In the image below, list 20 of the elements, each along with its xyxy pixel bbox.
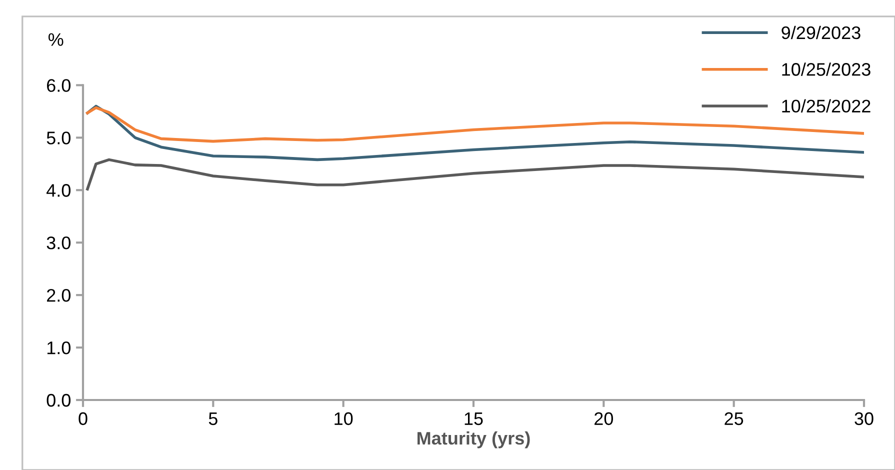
y-tick-label: 0.0	[46, 394, 70, 407]
legend-label: 10/25/2023	[782, 62, 870, 76]
x-tick-label: 30	[854, 412, 874, 426]
x-tick-label: 5	[208, 412, 218, 426]
y-tick-label: 6.0	[47, 79, 70, 92]
x-tick-label: 10	[334, 412, 353, 426]
y-tick-label: 3.0	[46, 236, 70, 250]
x-tick-label: 25	[724, 412, 744, 426]
x-axis-title: Maturity (yrs)	[418, 431, 530, 448]
x-tick-label: 20	[594, 412, 614, 426]
x-tick-label: 0	[78, 412, 88, 426]
y-axis-title: %	[48, 33, 64, 46]
legend-label: 9/29/2023	[782, 26, 860, 40]
line-series	[86, 158, 864, 190]
y-tick-label: 5.0	[46, 132, 70, 144]
y-tick-label: 2.0	[47, 288, 70, 302]
x-tick-label: 15	[464, 412, 483, 426]
y-tick-label: 1.0	[47, 341, 70, 354]
legend-label: 10/25/2022	[782, 99, 870, 113]
y-tick-label: 4.0	[46, 184, 70, 197]
